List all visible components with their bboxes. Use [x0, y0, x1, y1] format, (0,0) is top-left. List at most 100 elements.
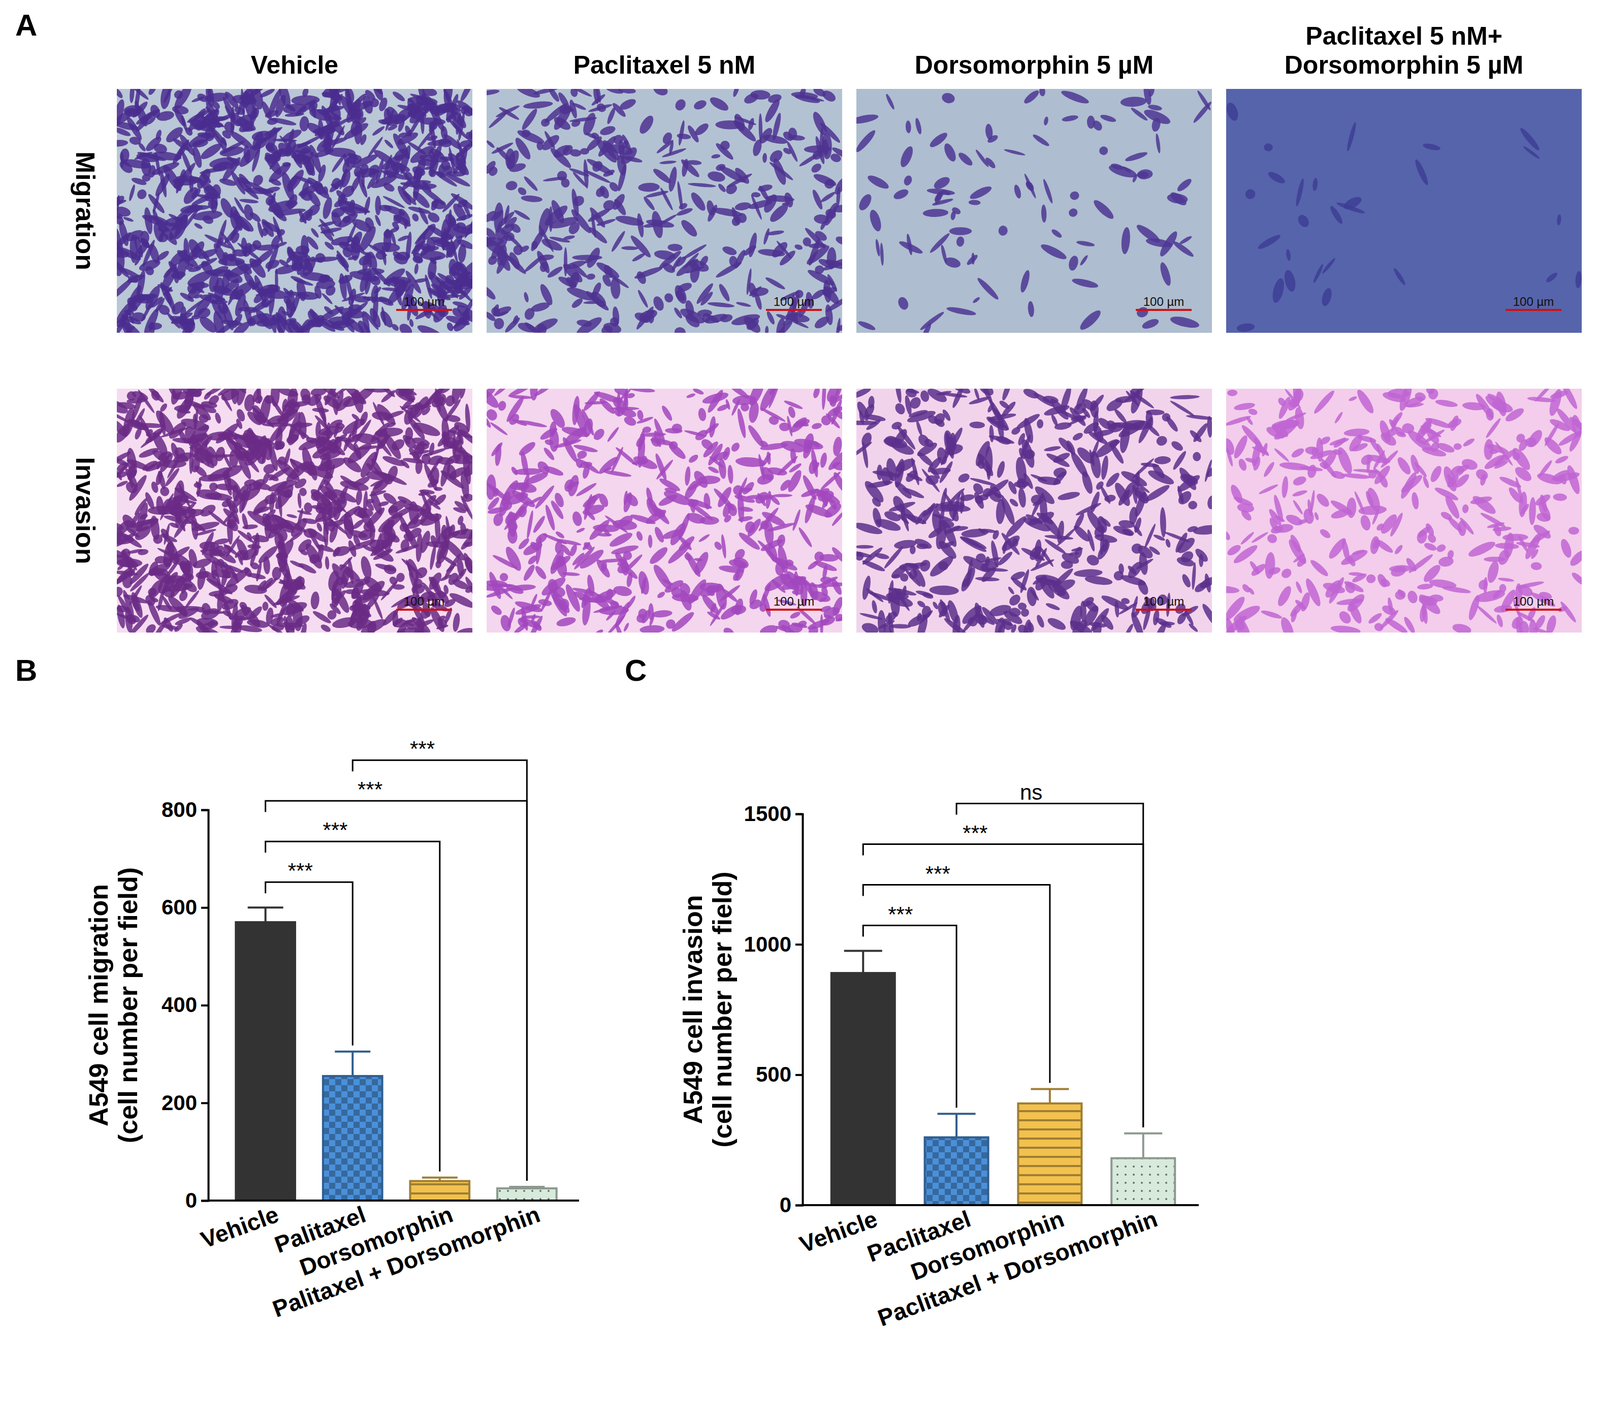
- cell: [313, 284, 324, 300]
- cell: [228, 210, 253, 234]
- cell: [834, 234, 843, 246]
- cell: [798, 88, 808, 99]
- cell: [431, 168, 459, 189]
- cell: [280, 309, 291, 317]
- cell: [708, 94, 731, 114]
- cell: [516, 185, 529, 198]
- cell: [968, 199, 981, 206]
- cell: [178, 168, 188, 187]
- cell: [309, 227, 320, 239]
- cell: [421, 179, 433, 194]
- cell: [220, 318, 243, 327]
- cell: [742, 91, 760, 106]
- cell: [595, 134, 619, 159]
- cell: [928, 130, 950, 150]
- cell: [171, 104, 190, 116]
- cell: [732, 248, 748, 270]
- cell: [399, 173, 418, 192]
- cell: [453, 219, 473, 242]
- cell: [636, 113, 657, 136]
- panel-label: A: [15, 8, 38, 43]
- cell: [557, 274, 579, 290]
- cell: [809, 161, 823, 175]
- cell: [676, 133, 692, 141]
- cell: [381, 194, 406, 210]
- cell: [694, 281, 716, 306]
- cell: [486, 208, 499, 224]
- cell: [454, 302, 473, 326]
- cell: [812, 171, 838, 189]
- cell: [219, 276, 242, 297]
- cell: [670, 255, 683, 272]
- cell: [835, 317, 842, 333]
- cell: [172, 479, 186, 508]
- cell: [1413, 157, 1430, 186]
- cell: [263, 152, 279, 166]
- cell: [291, 261, 304, 272]
- cell: [259, 217, 276, 239]
- cell: [1067, 254, 1080, 272]
- cell: [822, 201, 840, 227]
- cell: [235, 407, 247, 423]
- cell: [1575, 270, 1582, 288]
- cell: [361, 94, 375, 115]
- cell: [370, 88, 384, 96]
- cell: [370, 88, 386, 102]
- cell: [661, 146, 687, 159]
- cell: [165, 211, 191, 243]
- scale-bar: [1505, 308, 1562, 311]
- scale-bar-label: 100 µm: [403, 294, 445, 309]
- cell: [956, 150, 975, 168]
- cell: [190, 95, 205, 104]
- cell: [1077, 307, 1104, 333]
- cell: [611, 306, 621, 327]
- cell: [1124, 150, 1148, 164]
- scale-bar-label: 100 µm: [773, 294, 815, 309]
- cell: [223, 104, 237, 125]
- cell: [1018, 269, 1032, 294]
- cell: [955, 235, 966, 247]
- cell: [943, 255, 962, 270]
- cell: [747, 232, 759, 259]
- cell: [983, 155, 998, 170]
- cell: [820, 283, 842, 307]
- cell: [410, 212, 421, 223]
- cell: [193, 221, 204, 231]
- cell: [596, 217, 617, 227]
- cell: [116, 198, 127, 208]
- cell: [444, 107, 463, 122]
- cell: [396, 117, 406, 133]
- column-header: Paclitaxel 5 nM: [573, 50, 756, 80]
- cell: [188, 204, 210, 211]
- cell: [129, 88, 136, 104]
- cell: [587, 225, 610, 246]
- cell: [162, 266, 174, 280]
- cell: [146, 88, 158, 96]
- cell: [539, 236, 564, 253]
- cell: [548, 206, 553, 233]
- cell: [874, 238, 881, 257]
- cell: [400, 189, 418, 207]
- cell: [139, 230, 150, 244]
- cell: [116, 479, 129, 489]
- cell: [116, 139, 129, 148]
- cell: [730, 311, 761, 328]
- cell: [949, 227, 973, 236]
- cell: [716, 182, 727, 194]
- cell: [298, 188, 314, 203]
- cell: [330, 153, 347, 174]
- cell: [349, 175, 362, 194]
- cell: [519, 107, 539, 132]
- cell: [635, 212, 646, 238]
- cell: [425, 236, 437, 252]
- row-label: Invasion: [70, 457, 101, 565]
- cell: [680, 158, 690, 178]
- cell: [1024, 179, 1036, 193]
- cell: [379, 388, 397, 399]
- cell: [537, 253, 555, 262]
- cell: [793, 243, 804, 251]
- cell: [659, 160, 677, 165]
- cell: [610, 230, 627, 253]
- cell: [569, 88, 579, 98]
- cell: [678, 217, 700, 239]
